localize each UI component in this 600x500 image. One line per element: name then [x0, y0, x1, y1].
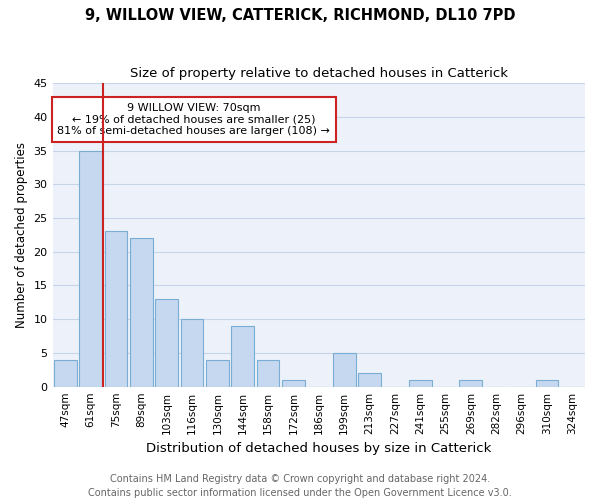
Title: Size of property relative to detached houses in Catterick: Size of property relative to detached ho…: [130, 68, 508, 80]
Bar: [460, 380, 482, 386]
Bar: [54, 360, 77, 386]
Bar: [358, 373, 381, 386]
Bar: [206, 360, 229, 386]
Y-axis label: Number of detached properties: Number of detached properties: [15, 142, 28, 328]
Bar: [282, 380, 305, 386]
Bar: [104, 232, 127, 386]
Bar: [155, 299, 178, 386]
Text: Contains HM Land Registry data © Crown copyright and database right 2024.
Contai: Contains HM Land Registry data © Crown c…: [88, 474, 512, 498]
Text: 9 WILLOW VIEW: 70sqm
← 19% of detached houses are smaller (25)
81% of semi-detac: 9 WILLOW VIEW: 70sqm ← 19% of detached h…: [57, 103, 330, 136]
Bar: [130, 238, 152, 386]
Bar: [79, 150, 102, 386]
Bar: [231, 326, 254, 386]
Text: 9, WILLOW VIEW, CATTERICK, RICHMOND, DL10 7PD: 9, WILLOW VIEW, CATTERICK, RICHMOND, DL1…: [85, 8, 515, 22]
Bar: [333, 353, 356, 386]
Bar: [536, 380, 559, 386]
X-axis label: Distribution of detached houses by size in Catterick: Distribution of detached houses by size …: [146, 442, 491, 455]
Bar: [409, 380, 431, 386]
Bar: [181, 319, 203, 386]
Bar: [257, 360, 280, 386]
